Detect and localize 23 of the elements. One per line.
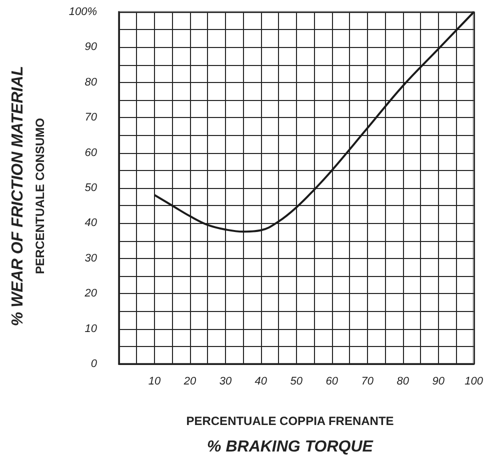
y-tick-label: 50 <box>84 182 98 194</box>
x-axis-title: PERCENTUALE COPPIA FRENANTE % BRAKING TORQUE <box>186 414 394 456</box>
x-tick-label: 70 <box>361 376 374 388</box>
y-tick-label: 80 <box>84 76 98 88</box>
y-tick-label: 100% <box>68 6 98 18</box>
x-tick-label: 30 <box>219 376 232 388</box>
y-tick-label: 90 <box>84 41 98 54</box>
x-tick-label: 40 <box>254 376 268 388</box>
y-tick-label: 40 <box>84 217 98 230</box>
y-tick-label: 70 <box>84 112 98 124</box>
y-tick-label: 60 <box>84 146 98 159</box>
x-tick-label: 20 <box>182 376 197 388</box>
y-tick-label: 0 <box>90 358 98 370</box>
x-tick-label: 50 <box>290 376 304 388</box>
y-tick-label: 10 <box>84 322 98 335</box>
x-tick-label: 100 <box>464 376 484 388</box>
y-axis-title: % WEAR OF FRICTION MATERIAL PERCENTUALE CONSUMO <box>10 66 47 326</box>
x-tick-label: 10 <box>148 376 162 388</box>
x-tick-label: 90 <box>432 376 446 388</box>
x-tick-label: 80 <box>396 376 410 388</box>
y-tick-label: 20 <box>84 288 98 300</box>
x-tick-label: 60 <box>326 376 339 388</box>
y-tick-label: 30 <box>84 252 98 264</box>
